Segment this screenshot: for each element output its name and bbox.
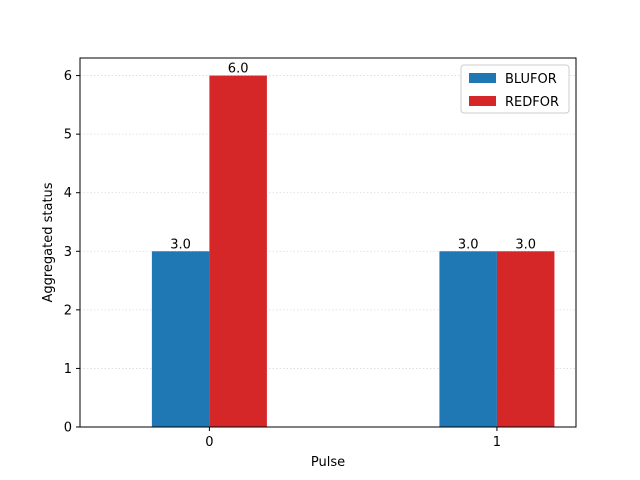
plot-frame: [79, 57, 577, 428]
legend-label-redfor: REDFOR: [505, 95, 559, 110]
bar-blufor-0: [151, 251, 210, 427]
legend-swatch-redfor: [469, 96, 496, 106]
y-axis-ticks: 0 1 2 3 4 5 6: [64, 69, 80, 436]
data-label-blufor-0: 3.0: [170, 237, 191, 252]
bar-redfor-1: [496, 251, 555, 427]
bars: [151, 75, 555, 428]
legend-swatch-blufor: [469, 73, 496, 83]
y-tick-label: 6: [64, 69, 72, 84]
bar-redfor-0: [209, 75, 267, 428]
y-tick-label: 2: [64, 303, 72, 318]
data-label-blufor-1: 3.0: [458, 237, 479, 252]
y-tick-label: 1: [64, 362, 72, 377]
data-label-redfor-0: 6.0: [228, 62, 249, 77]
x-tick-label: 0: [205, 435, 213, 450]
y-axis-label: Aggregated status: [41, 182, 56, 302]
y-tick-label: 3: [64, 245, 72, 260]
legend: BLUFOR REDFOR: [460, 64, 570, 114]
x-axis-label: Pulse: [311, 455, 345, 470]
legend-label-blufor: BLUFOR: [505, 72, 557, 87]
y-tick-label: 4: [64, 186, 72, 201]
y-tick-label: 0: [64, 421, 72, 436]
x-tick-label: 1: [493, 435, 501, 450]
y-tick-label: 5: [64, 128, 72, 143]
data-labels: 3.0 6.0 3.0 3.0: [170, 62, 536, 253]
bar-blufor-1: [439, 251, 497, 427]
data-label-redfor-1: 3.0: [515, 237, 536, 252]
